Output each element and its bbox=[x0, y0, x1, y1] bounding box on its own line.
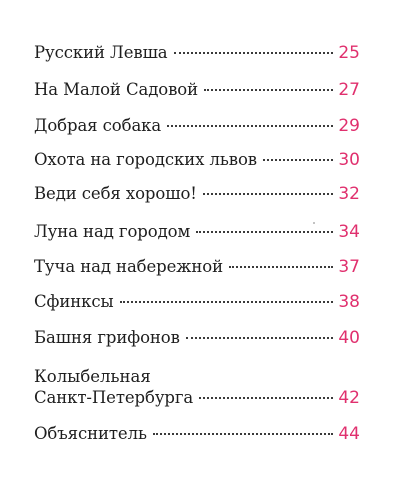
toc-entry-page: 25 bbox=[338, 43, 360, 63]
toc-entry[interactable]: Русский Левша 25 bbox=[34, 43, 360, 65]
toc-entry-title: На Малой Садовой bbox=[34, 80, 199, 99]
toc-entry-title-line1: Колыбельная bbox=[34, 367, 151, 386]
toc-entry-title: Сфинксы bbox=[34, 292, 114, 311]
toc-entry-page: 44 bbox=[338, 424, 360, 444]
toc-entry-title: Туча над набережной bbox=[34, 257, 224, 276]
toc-entry-title: Луна над городом bbox=[34, 222, 191, 241]
dot-leader bbox=[202, 193, 333, 195]
toc-entry[interactable]: Добрая собака 29 bbox=[34, 116, 360, 138]
toc-entry-title: Добрая собака bbox=[34, 116, 162, 135]
toc-entry[interactable]: Объяснитель 44 bbox=[34, 424, 360, 446]
dot-leader bbox=[119, 301, 333, 303]
dot-leader bbox=[173, 52, 333, 54]
toc-entry-page: 40 bbox=[338, 328, 360, 348]
toc-entry-title: Веди себя хорошо! bbox=[34, 184, 197, 203]
toc-entry[interactable]: Башня грифонов 40 bbox=[34, 328, 360, 350]
toc-entry-title: Охота на городских львов bbox=[34, 150, 257, 169]
toc-entry[interactable]: На Малой Садовой 27 bbox=[34, 80, 360, 102]
dot-leader bbox=[229, 266, 333, 268]
dot-leader bbox=[199, 397, 333, 399]
toc-entry[interactable]: Луна над городом 34 bbox=[34, 222, 360, 244]
toc-entry-page: 34 bbox=[338, 222, 360, 242]
toc-entry-page: 29 bbox=[338, 116, 360, 136]
dot-leader bbox=[167, 125, 333, 127]
toc-entry-page: 32 bbox=[338, 184, 360, 204]
toc-entry[interactable]: Сфинксы 38 bbox=[34, 292, 360, 314]
toc-entry-title: Санкт-Петербурга bbox=[34, 388, 194, 407]
toc-entry[interactable]: Веди себя хорошо! 32 bbox=[34, 184, 360, 206]
toc-entry-title: Русский Левша bbox=[34, 43, 168, 62]
toc-entry-page: 27 bbox=[338, 80, 360, 100]
toc-entry-page: 42 bbox=[338, 388, 360, 408]
toc-entry-page: 37 bbox=[338, 257, 360, 277]
toc-entry-title: Башня грифонов bbox=[34, 328, 180, 347]
dot-leader bbox=[204, 89, 333, 91]
toc-entry-page: 38 bbox=[338, 292, 360, 312]
dot-leader bbox=[196, 231, 333, 233]
dot-leader bbox=[185, 337, 333, 339]
toc-entry[interactable]: Охота на городских львов 30 bbox=[34, 150, 360, 172]
toc-entry-page: 30 bbox=[338, 150, 360, 170]
toc-entry[interactable]: Колыбельная Санкт-Петербурга 42 bbox=[34, 366, 360, 410]
toc-entry-title: Объяснитель bbox=[34, 424, 147, 443]
dot-leader bbox=[152, 433, 333, 435]
toc-entry[interactable]: Туча над набережной 37 bbox=[34, 257, 360, 279]
paper-speck bbox=[313, 222, 315, 224]
dot-leader bbox=[262, 159, 333, 161]
